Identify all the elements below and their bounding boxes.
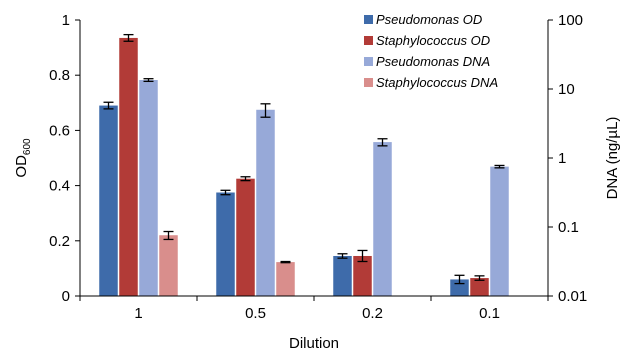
y-tick-label-left: 0	[62, 288, 70, 305]
bar	[490, 166, 509, 296]
bar	[276, 262, 295, 296]
x-tick-label: 0.2	[362, 305, 383, 322]
legend-swatch	[364, 57, 373, 66]
bar	[216, 192, 235, 296]
x-axis-title: Dilution	[289, 335, 339, 352]
axis-layer: 0 0.2 0.4 0.6 0.8 1 0.01 0.1 1 10 100 1 0.5 0.2 0.1 Dil…	[13, 12, 621, 352]
legend: Pseudomonas OD Staphylococcus OD Pseudomon…	[364, 12, 498, 90]
bar	[373, 142, 392, 296]
bar	[119, 37, 138, 296]
y-tick-label-left: 0.6	[49, 122, 70, 139]
legend-label: Staphylococcus DNA	[376, 75, 498, 90]
y-tick-label-left: 0.8	[49, 67, 70, 84]
y-axis-left-title-sub: 600	[22, 138, 33, 155]
y-tick-label-left: 1	[62, 12, 70, 29]
y-axis-right-title: DNA (ng/µL)	[604, 117, 621, 200]
y-tick-label-right: 100	[558, 12, 583, 29]
y-tick-label-left: 0.2	[49, 233, 70, 250]
bar	[333, 255, 352, 296]
legend-swatch	[364, 36, 373, 45]
plot-layer	[99, 33, 509, 296]
legend-swatch	[364, 78, 373, 87]
y-tick-label-right: 0.01	[558, 288, 587, 305]
bar	[470, 278, 489, 296]
y-axis-left-title-main: OD	[13, 155, 30, 178]
bar	[159, 235, 178, 296]
x-tick-label: 0.5	[245, 305, 266, 322]
legend-label: Staphylococcus OD	[376, 33, 490, 48]
bar	[139, 80, 158, 296]
x-tick-label: 0.1	[479, 305, 500, 322]
bar	[353, 255, 372, 296]
legend-label: Pseudomonas DNA	[376, 54, 490, 69]
x-tick-label: 1	[134, 305, 142, 322]
y-tick-label-right: 0.1	[558, 219, 579, 236]
bar	[236, 178, 255, 296]
bar	[256, 109, 275, 296]
y-tick-label-left: 0.4	[49, 178, 70, 195]
legend-swatch	[364, 15, 373, 24]
bar	[99, 105, 118, 296]
y-axis-left-title: OD600	[13, 138, 33, 178]
legend-label: Pseudomonas OD	[376, 12, 482, 27]
y-tick-label-right: 1	[558, 150, 566, 167]
y-tick-label-right: 10	[558, 81, 575, 98]
